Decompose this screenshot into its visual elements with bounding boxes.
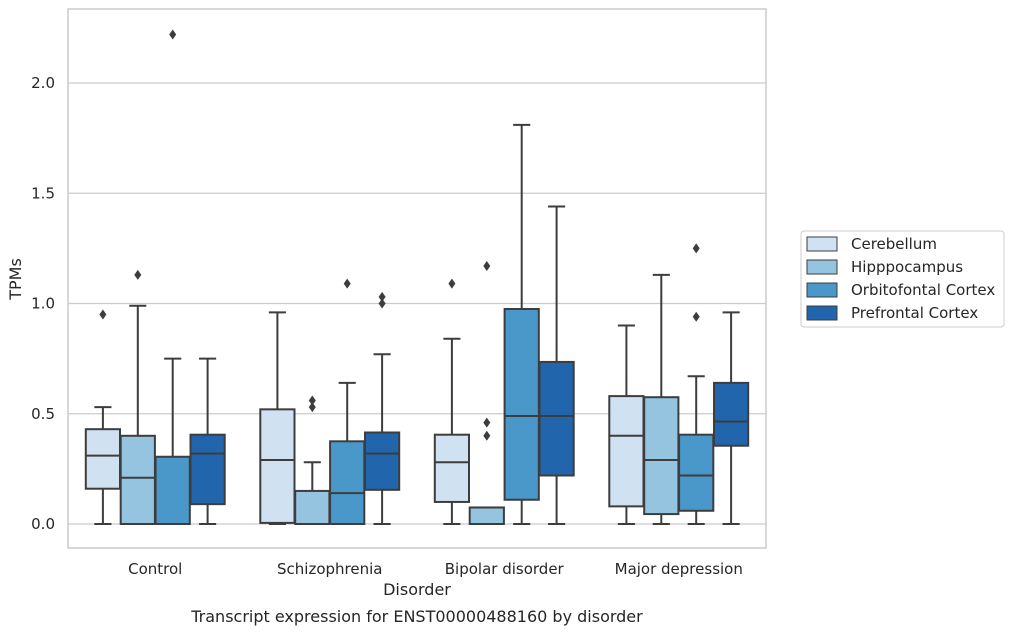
outlier-point xyxy=(483,430,491,441)
box-2-0 xyxy=(154,29,191,525)
legend-frame xyxy=(800,230,1005,328)
legend-swatch xyxy=(806,305,838,321)
box-1-1 xyxy=(294,395,331,525)
box-body xyxy=(119,434,156,525)
box-3-3 xyxy=(712,311,750,525)
outlier-point xyxy=(99,309,107,320)
y-tick-label: 1.0 xyxy=(31,295,55,313)
box-body xyxy=(468,506,505,525)
box-3-2 xyxy=(538,205,575,525)
outlier-point xyxy=(448,278,456,289)
box-0-3 xyxy=(608,324,645,525)
box-1-3 xyxy=(643,273,680,525)
box-body xyxy=(329,440,366,525)
legend-swatch xyxy=(806,259,838,275)
y-tick-label: 0.5 xyxy=(31,405,55,423)
box-1-0 xyxy=(119,269,156,525)
box-2-2 xyxy=(503,123,540,525)
box-body xyxy=(363,431,401,491)
y-axis-label: TPMs xyxy=(6,258,25,301)
box-0-1 xyxy=(259,311,296,525)
box-body xyxy=(678,433,715,512)
legend-label: Hipppocampus xyxy=(851,258,963,276)
box-body xyxy=(712,381,750,447)
x-tick-label: Schizophrenia xyxy=(277,560,382,578)
box-0-0 xyxy=(84,309,122,525)
legend-swatch xyxy=(806,282,838,298)
box-2-3 xyxy=(678,243,715,525)
box-groups xyxy=(84,29,750,525)
box-body xyxy=(503,308,540,501)
legend-swatch xyxy=(806,236,838,252)
x-tick-label: Bipolar disorder xyxy=(445,560,565,578)
box-2-1 xyxy=(329,278,366,525)
x-tick-labels: Control Schizophrenia Bipolar disorder Majo… xyxy=(128,560,743,578)
x-axis-label: Disorder xyxy=(383,580,451,599)
outlier-point xyxy=(169,29,177,40)
x-tick-label: Major depression xyxy=(615,560,743,578)
legend-label: Cerebellum xyxy=(851,235,937,253)
outlier-point xyxy=(692,243,700,254)
outlier-point xyxy=(483,261,491,272)
box-body xyxy=(433,433,471,503)
box-0-2 xyxy=(433,278,471,525)
box-body xyxy=(189,433,226,506)
box-3-0 xyxy=(189,357,226,525)
outlier-point xyxy=(483,417,491,428)
outlier-point xyxy=(692,311,700,322)
box-body xyxy=(643,396,680,516)
box-body xyxy=(84,428,122,490)
box-body xyxy=(538,360,575,477)
legend-label: Orbitofontal Cortex xyxy=(851,281,995,299)
outlier-point xyxy=(308,395,316,406)
x-tick-label: Control xyxy=(128,560,182,578)
y-tick-label: 1.5 xyxy=(31,184,55,202)
box-body xyxy=(154,455,191,525)
y-tick-label: 2.0 xyxy=(31,74,55,92)
box-body xyxy=(259,408,296,524)
outlier-point xyxy=(308,402,316,413)
outlier-point xyxy=(134,269,142,280)
box-body xyxy=(608,395,645,508)
y-tick-label: 0.0 xyxy=(31,515,55,533)
outlier-point xyxy=(378,298,386,309)
outlier-point xyxy=(378,291,386,302)
figure-caption: Transcript expression for ENST0000048816… xyxy=(190,607,643,626)
box-3-1 xyxy=(363,291,401,525)
legend-label: Prefrontal Cortex xyxy=(851,304,978,322)
legend: Cerebellum Hipppocampus Orbitofontal Corte… xyxy=(800,230,1005,328)
y-tick-labels: 0.0 0.5 1.0 1.5 2.0 xyxy=(31,74,55,533)
outlier-point xyxy=(343,278,351,289)
box-body xyxy=(294,489,331,525)
box-1-2 xyxy=(468,261,505,525)
